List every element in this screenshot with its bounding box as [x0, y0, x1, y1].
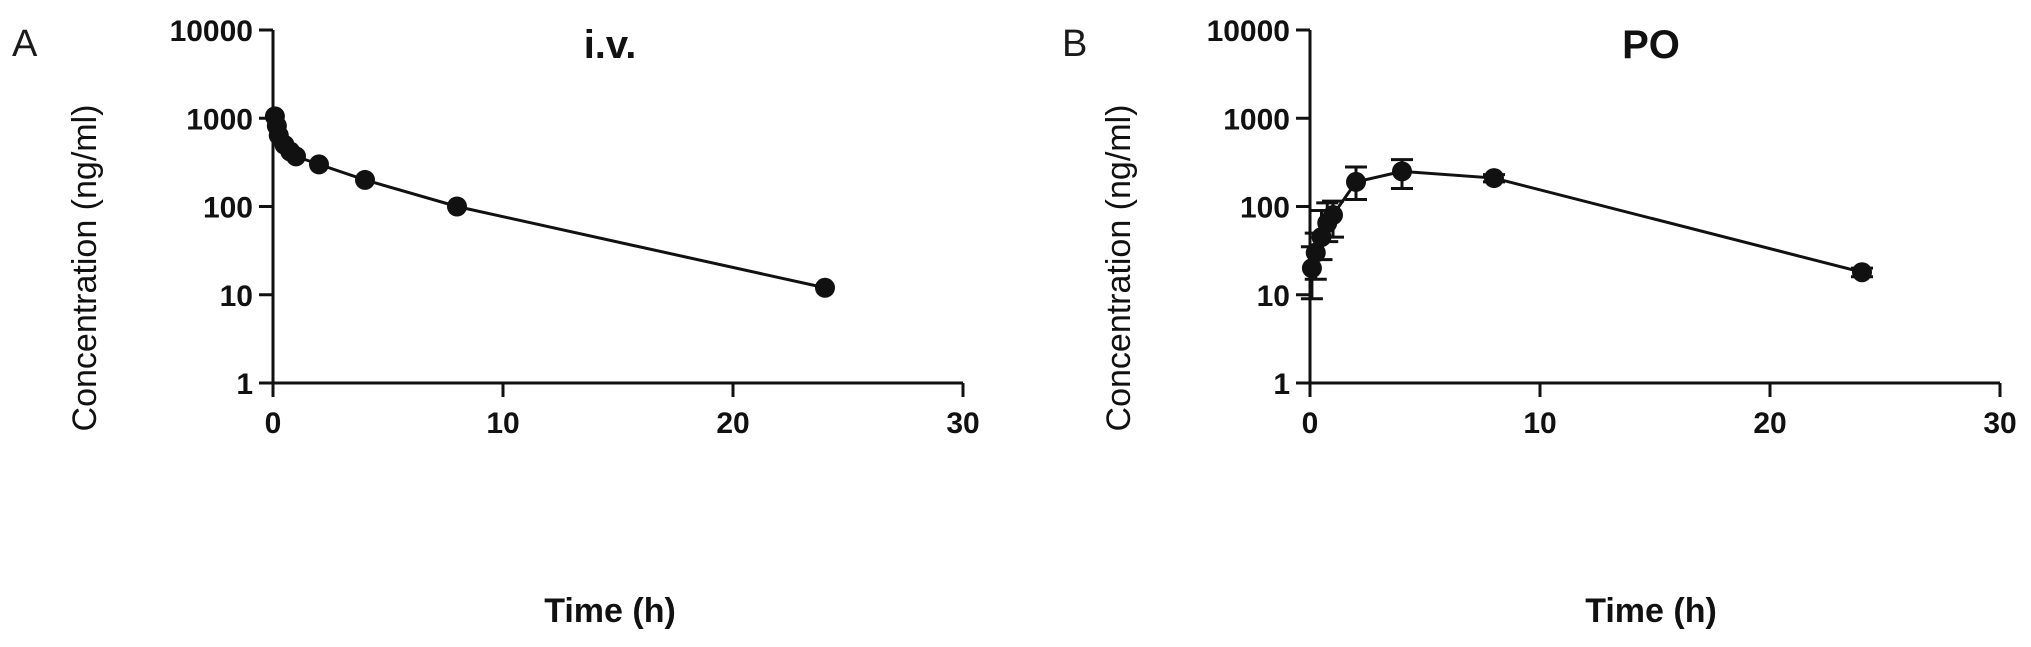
data-marks	[264, 106, 835, 298]
x-tick-label: 0	[265, 407, 282, 440]
data-point	[1392, 161, 1412, 182]
y-tick-label: 10000	[170, 15, 253, 48]
y-tick-label: 1	[236, 368, 253, 401]
data-point	[815, 277, 835, 298]
y-axis-label: Concentration (ng/ml)	[1100, 105, 1138, 432]
data-point	[1323, 205, 1343, 226]
axes: 1 10 100 1000 10000 0 10 20 30	[170, 15, 980, 440]
data-point	[355, 169, 375, 190]
data-point	[447, 196, 467, 217]
y-tick-label: 1	[1273, 368, 1290, 401]
x-tick-label: 10	[1523, 407, 1556, 440]
data-point	[309, 154, 329, 175]
panel-letter: B	[1062, 23, 1087, 65]
axes: 1 10 100 1000 10000 0 10 20 30	[1207, 15, 2017, 440]
data-point	[1305, 242, 1326, 263]
data-point	[1852, 262, 1872, 283]
data-marks	[1300, 158, 1873, 301]
data-point	[1301, 258, 1322, 279]
data-point	[1484, 168, 1504, 189]
y-tick-label: 1000	[1223, 103, 1290, 136]
y-tick-label: 100	[203, 192, 253, 225]
chart-title: PO	[1622, 23, 1680, 67]
series-line	[273, 116, 826, 290]
x-axis-label: Time (h)	[1585, 592, 1717, 630]
data-point	[286, 146, 306, 167]
chart-panel-b: B PO Time (h) Concentration (ng/ml) 1101…	[1062, 15, 2017, 630]
x-axis-label: Time (h)	[544, 592, 676, 630]
y-axis-label: Concentration (ng/ml)	[66, 105, 104, 432]
x-tick-label: 30	[946, 407, 979, 440]
y-tick-label: 10	[220, 280, 253, 313]
y-tick-label: 1000	[186, 103, 253, 136]
y-tick-label: 10000	[1207, 15, 1290, 48]
x-tick-label: 20	[716, 407, 749, 440]
x-tick-label: 20	[1753, 407, 1786, 440]
chart-panel-a: A i.v. Time (h) Concentration (ng/ml) 11…	[12, 15, 980, 630]
x-tick-label: 30	[1983, 407, 2016, 440]
chart-title: i.v.	[584, 23, 637, 67]
panel-letter: A	[12, 23, 38, 65]
x-tick-label: 0	[1302, 407, 1319, 440]
x-tick-label: 10	[486, 407, 519, 440]
data-point	[1346, 171, 1366, 192]
y-tick-label: 100	[1240, 192, 1290, 225]
series-line	[1310, 169, 1863, 274]
y-tick-label: 10	[1257, 280, 1290, 313]
